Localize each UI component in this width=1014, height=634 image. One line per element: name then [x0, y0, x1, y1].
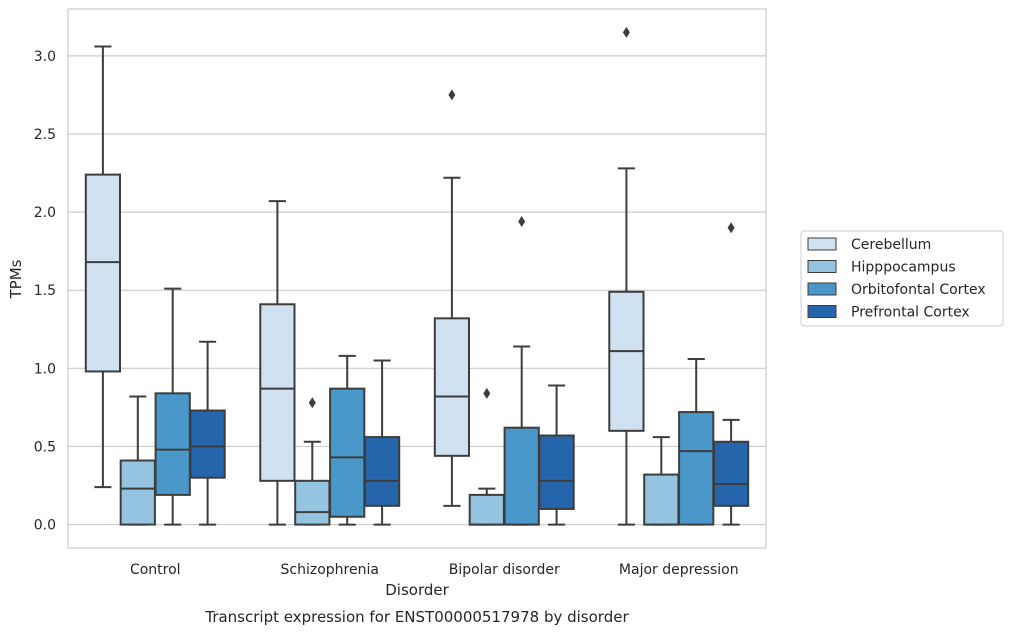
- box-iqr: [119, 459, 156, 526]
- outlier-point: [483, 387, 491, 399]
- y-tick-labels: 0.0 0.5 1.0 1.5 2.0 2.5 3.0: [34, 49, 56, 534]
- x-axis-label: Disorder: [385, 581, 449, 599]
- box: [329, 354, 366, 526]
- box-plot-area: [84, 26, 750, 526]
- box-iqr: [189, 409, 226, 479]
- legend-swatch: [807, 305, 837, 318]
- y-tick-label: 0.5: [34, 439, 56, 455]
- y-axis-label: TPMs: [7, 259, 25, 299]
- box-iqr: [468, 493, 505, 526]
- box-iqr: [259, 303, 296, 482]
- box-iqr: [608, 290, 645, 432]
- legend-frame: [800, 230, 1004, 327]
- box-iqr: [433, 317, 471, 457]
- box: [189, 340, 226, 526]
- x-tick-label: Major depression: [619, 562, 739, 578]
- box: [84, 45, 122, 489]
- box: [538, 384, 575, 526]
- y-tick-label: 3.0: [34, 49, 56, 65]
- legend-label: Cerebellum: [851, 237, 931, 253]
- y-tick-label: 0.0: [34, 518, 56, 534]
- box: [678, 357, 715, 526]
- legend-label: Hipppocampus: [851, 260, 956, 276]
- box-iqr: [294, 479, 331, 526]
- box: [119, 395, 156, 526]
- box: [433, 89, 471, 507]
- x-tick-labels: Control Schizophrenia Bipolar disorder Majo…: [130, 562, 739, 578]
- y-tick-label: 1.5: [34, 283, 56, 299]
- y-tick-label: 1.0: [34, 361, 56, 377]
- legend-item: Hipppocampus: [807, 260, 956, 276]
- legend-label: Orbitofontal Cortex: [851, 282, 986, 298]
- box: [503, 215, 540, 526]
- outlier-point: [727, 222, 735, 234]
- box: [259, 200, 296, 526]
- box-iqr: [678, 411, 715, 526]
- y-tick-label: 2.5: [34, 127, 56, 143]
- box-iqr: [154, 392, 191, 496]
- x-tick-label: Schizophrenia: [281, 562, 379, 578]
- plot-frame: [67, 8, 767, 549]
- box-iqr: [712, 440, 750, 507]
- series-prefrontal-cortex: [189, 222, 750, 526]
- series-cerebellum: [84, 26, 645, 526]
- x-tick-label: Bipolar disorder: [449, 562, 560, 578]
- legend-item: Cerebellum: [807, 237, 931, 253]
- legend-label: Prefrontal Cortex: [851, 305, 970, 321]
- box-iqr: [643, 473, 680, 526]
- box-iqr: [329, 387, 366, 518]
- box: [643, 436, 680, 526]
- box: [154, 287, 191, 526]
- box: [608, 26, 645, 526]
- x-tick-label: Control: [130, 562, 181, 578]
- legend-item: Prefrontal Cortex: [807, 305, 970, 321]
- legend-swatch: [807, 260, 837, 273]
- outlier-point: [308, 397, 316, 409]
- box: [294, 397, 331, 526]
- box-iqr: [538, 434, 575, 510]
- box-iqr: [503, 426, 540, 526]
- box-iqr: [363, 436, 401, 507]
- box: [712, 222, 750, 526]
- series-orbitofontal-cortex: [154, 215, 715, 526]
- legend-item: Orbitofontal Cortex: [807, 282, 986, 298]
- legend-swatch: [807, 282, 837, 296]
- legend-swatch: [807, 237, 837, 251]
- box: [468, 387, 505, 526]
- outlier-point: [518, 215, 526, 227]
- outlier-point: [448, 89, 456, 101]
- y-tick-label: 2.0: [34, 205, 56, 221]
- chart-caption: Transcript expression for ENST0000051797…: [204, 608, 629, 626]
- box: [363, 359, 401, 526]
- legend: Cerebellum Hipppocampus Orbitofontal Corte…: [800, 230, 1004, 327]
- box-iqr: [84, 173, 122, 373]
- series-hipppocampus: [119, 387, 680, 526]
- outlier-point: [622, 26, 630, 38]
